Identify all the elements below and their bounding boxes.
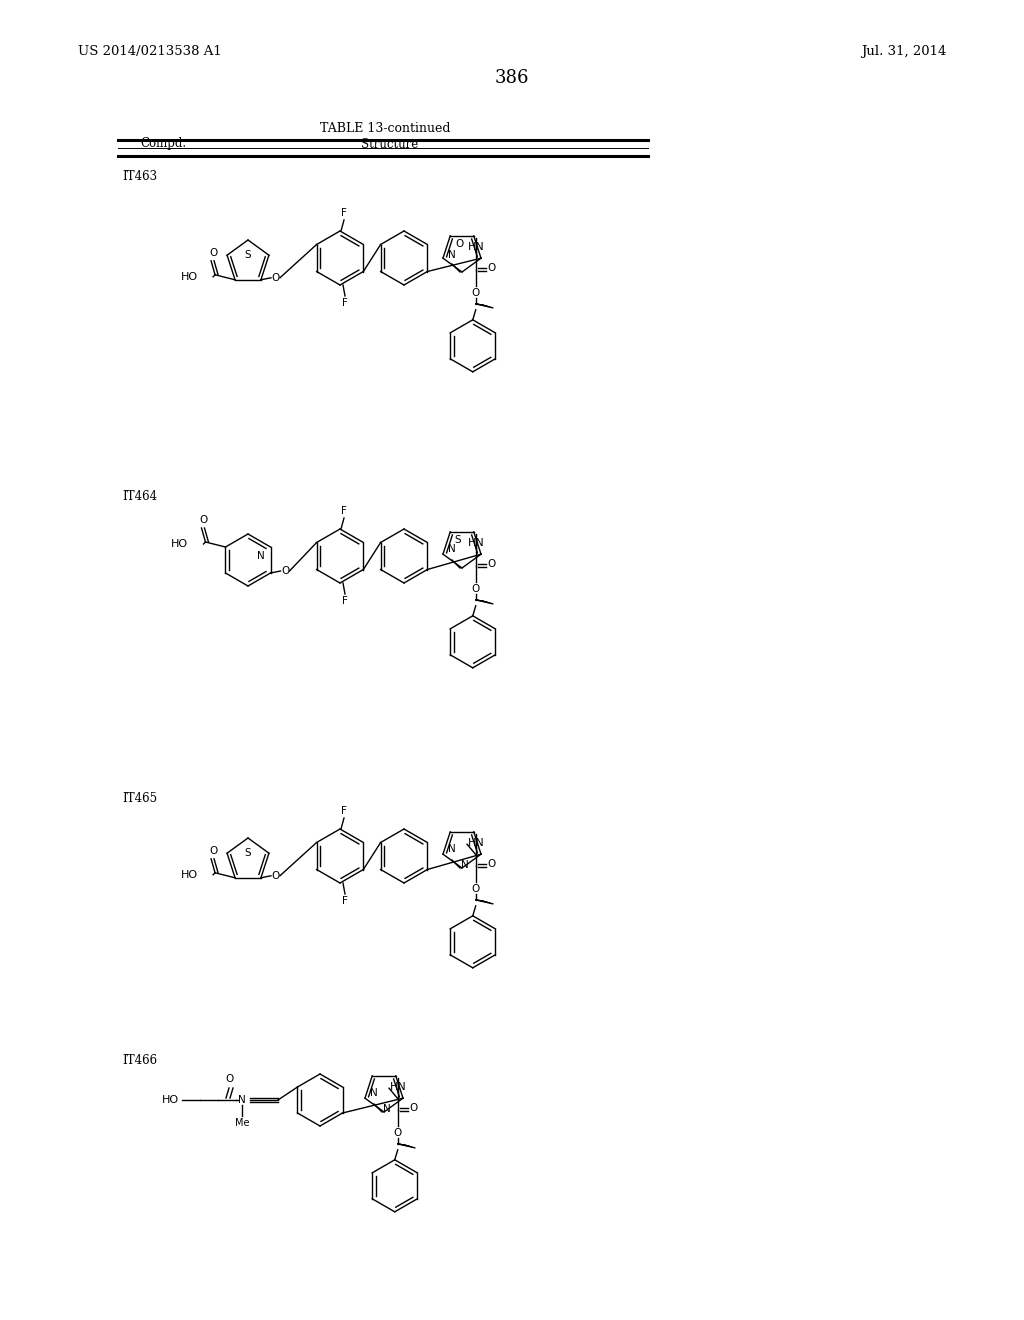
Text: N: N [461, 861, 469, 870]
Text: 386: 386 [495, 69, 529, 87]
Text: O: O [472, 884, 480, 894]
Text: HO: HO [162, 1096, 179, 1105]
Text: O: O [472, 288, 480, 298]
Text: HN: HN [389, 1082, 407, 1092]
Text: IT465: IT465 [122, 792, 157, 805]
Text: F: F [342, 298, 348, 308]
Text: O: O [410, 1102, 418, 1113]
Text: O: O [226, 1074, 234, 1084]
Text: N: N [257, 550, 264, 561]
Text: O: O [282, 566, 290, 576]
Text: Jul. 31, 2014: Jul. 31, 2014 [860, 45, 946, 58]
Text: HO: HO [171, 539, 188, 549]
Text: IT466: IT466 [122, 1053, 157, 1067]
Text: O: O [209, 846, 217, 855]
Text: IT463: IT463 [122, 170, 157, 183]
Text: O: O [487, 558, 496, 569]
Text: F: F [342, 896, 348, 906]
Text: HO: HO [181, 870, 198, 880]
Text: O: O [487, 263, 496, 273]
Text: N: N [447, 544, 456, 554]
Text: O: O [271, 871, 280, 880]
Text: HN: HN [467, 838, 484, 847]
Text: TABLE 13-continued: TABLE 13-continued [319, 121, 451, 135]
Text: O: O [472, 583, 480, 594]
Text: S: S [245, 249, 251, 260]
Text: F: F [341, 807, 347, 816]
Text: HN: HN [467, 537, 484, 548]
Text: F: F [342, 597, 348, 606]
Text: S: S [455, 535, 461, 545]
Text: Structure: Structure [361, 137, 419, 150]
Text: N: N [383, 1105, 391, 1114]
Text: O: O [487, 859, 496, 869]
Text: F: F [341, 209, 347, 218]
Text: Compd.: Compd. [140, 137, 186, 150]
Text: HN: HN [467, 242, 484, 252]
Text: N: N [447, 251, 456, 260]
Text: HO: HO [181, 272, 198, 281]
Text: US 2014/0213538 A1: US 2014/0213538 A1 [78, 45, 222, 58]
Text: O: O [200, 515, 208, 525]
Text: S: S [245, 847, 251, 858]
Text: O: O [393, 1127, 401, 1138]
Text: F: F [341, 506, 347, 516]
Text: Me: Me [234, 1118, 249, 1129]
Text: O: O [209, 248, 217, 257]
Text: N: N [370, 1088, 378, 1098]
Text: O: O [271, 273, 280, 282]
Text: N: N [239, 1096, 246, 1105]
Text: N: N [447, 845, 456, 854]
Text: O: O [456, 239, 464, 248]
Text: IT464: IT464 [122, 490, 157, 503]
